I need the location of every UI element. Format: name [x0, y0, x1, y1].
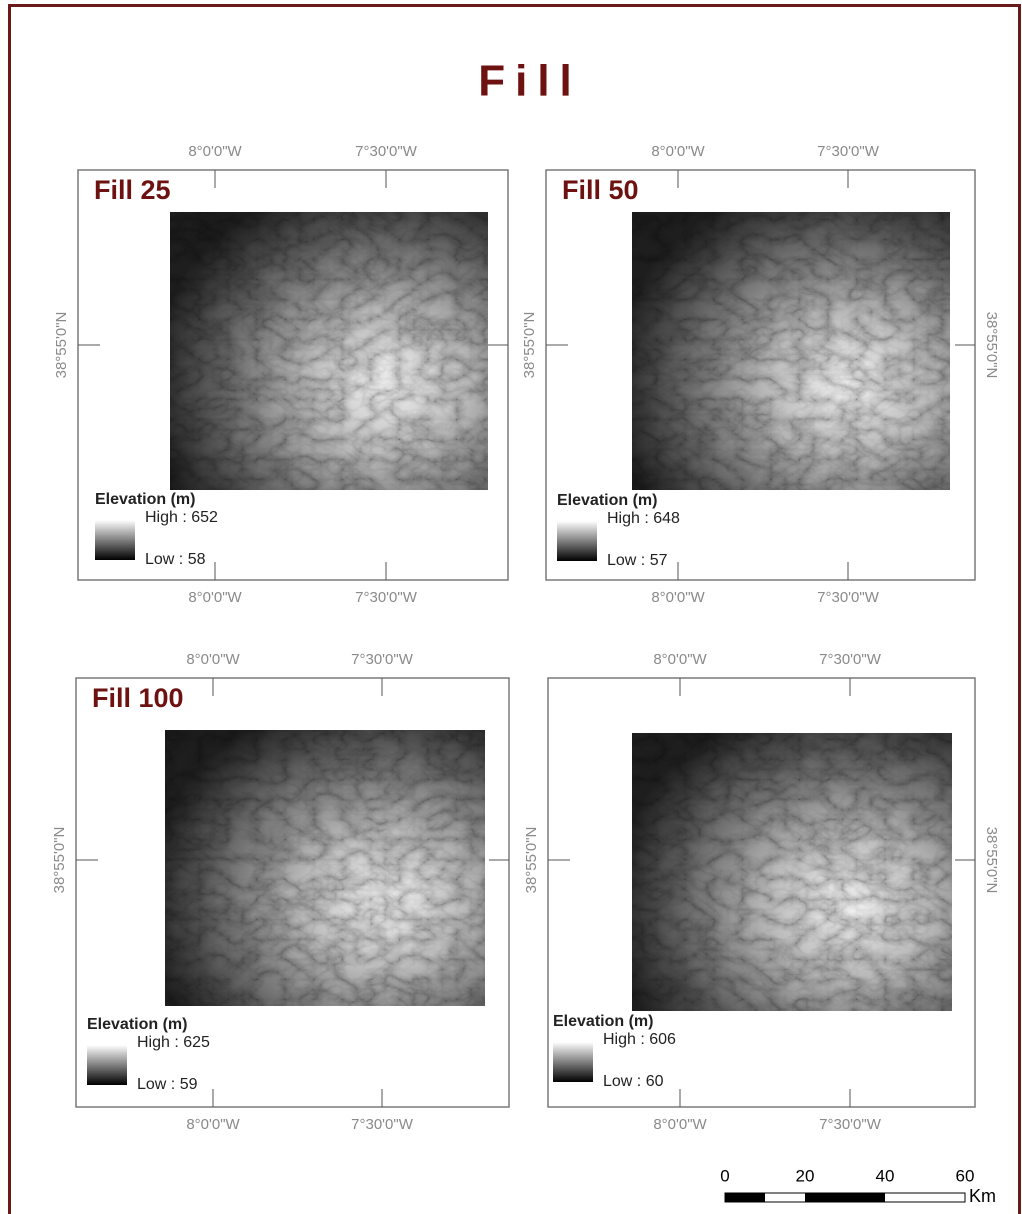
- legend-low: Low : 57: [607, 552, 668, 569]
- latitude-label: 38°55'0"N: [523, 827, 540, 894]
- map-panel: 8°0'0"W 8°0'0"W 7°30'0"W 7°30'0"W 38°55'0"N 3…: [521, 143, 1000, 606]
- raster-texture: [170, 212, 488, 490]
- panel-title: Fill 100: [92, 683, 184, 713]
- legend-ramp: [95, 520, 135, 560]
- raster-texture: [165, 730, 485, 1006]
- longitude-label: 8°0'0"W: [186, 1116, 240, 1133]
- scale-bar-segment: [725, 1193, 765, 1202]
- longitude-label: 8°0'0"W: [186, 651, 240, 668]
- legend-title: Elevation (m): [87, 1016, 187, 1033]
- longitude-label: 7°30'0"W: [817, 589, 880, 606]
- latitude-label: 38°55'0"N: [521, 312, 538, 379]
- latitude-label: 38°55'0"N: [983, 312, 1000, 379]
- legend-high: High : 652: [145, 509, 218, 526]
- longitude-label: 8°0'0"W: [188, 589, 242, 606]
- legend-low: Low : 59: [137, 1076, 198, 1093]
- legend-ramp: [87, 1045, 127, 1085]
- legend-low: Low : 60: [603, 1073, 664, 1090]
- legend-title: Elevation (m): [557, 492, 657, 509]
- longitude-label: 7°30'0"W: [351, 651, 414, 668]
- longitude-label: 7°30'0"W: [355, 589, 418, 606]
- longitude-label: 7°30'0"W: [817, 143, 880, 160]
- legend-ramp: [557, 521, 597, 561]
- legend-high: High : 606: [603, 1031, 676, 1048]
- longitude-label: 7°30'0"W: [355, 143, 418, 160]
- map-panel: 8°0'0"W 8°0'0"W 7°30'0"W 7°30'0"W 38°55'0"N F…: [51, 651, 509, 1133]
- legend-high: High : 625: [137, 1034, 210, 1051]
- longitude-label: 8°0'0"W: [651, 589, 705, 606]
- longitude-label: 8°0'0"W: [653, 651, 707, 668]
- longitude-label: 7°30'0"W: [819, 1116, 882, 1133]
- map-panel: 8°0'0"W 8°0'0"W 7°30'0"W 7°30'0"W 38°55'0"N F…: [53, 143, 508, 606]
- legend-title: Elevation (m): [553, 1013, 653, 1030]
- latitude-label: 38°55'0"N: [983, 827, 1000, 894]
- legend-high: High : 648: [607, 510, 680, 527]
- latitude-label: 38°55'0"N: [51, 827, 68, 894]
- map-panel: 8°0'0"W 8°0'0"W 7°30'0"W 7°30'0"W 38°55'0"N 3…: [523, 651, 1000, 1133]
- panel-title: Fill 25: [94, 175, 171, 205]
- latitude-label: 38°55'0"N: [53, 312, 70, 379]
- longitude-label: 7°30'0"W: [819, 651, 882, 668]
- layout-title: Fill: [478, 57, 582, 106]
- longitude-label: 8°0'0"W: [651, 143, 705, 160]
- scale-bar-unit: Km: [969, 1186, 996, 1206]
- legend-low: Low : 58: [145, 551, 206, 568]
- scale-bar-label: 20: [796, 1166, 815, 1185]
- scale-bar-label: 60: [956, 1166, 975, 1185]
- longitude-label: 7°30'0"W: [351, 1116, 414, 1133]
- legend-title: Elevation (m): [95, 491, 195, 508]
- scale-bar-segment: [805, 1193, 885, 1202]
- panel-title: Fill 50: [562, 175, 639, 205]
- scale-bar-label: 0: [720, 1166, 729, 1185]
- longitude-label: 8°0'0"W: [188, 143, 242, 160]
- longitude-label: 8°0'0"W: [653, 1116, 707, 1133]
- legend-ramp: [553, 1042, 593, 1082]
- raster-texture: [632, 733, 952, 1011]
- raster-texture: [632, 212, 950, 490]
- scale-bar-label: 40: [876, 1166, 895, 1185]
- map-layout: Fill 8°0'0"W 8°0'0"W 7°30'0"W 7°30'0"W 38°55…: [0, 0, 1022, 1214]
